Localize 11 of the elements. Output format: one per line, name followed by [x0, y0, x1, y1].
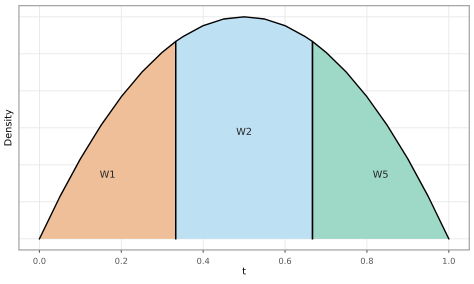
x-tick-label: 0.4 — [197, 258, 210, 264]
x-tick-label: 0.0 — [33, 258, 46, 264]
series-label: W2 — [236, 128, 252, 135]
series-label: W5 — [373, 170, 388, 178]
series-label: W1 — [100, 170, 115, 178]
x-tick-label: 0.6 — [278, 258, 292, 264]
x-tick-label: 0.2 — [115, 258, 128, 264]
x-tick-label: 0.8 — [360, 258, 373, 264]
x-tick-label: 1.0 — [443, 258, 455, 264]
y-axis-title: Density — [4, 110, 14, 146]
x-axis-title: t — [242, 268, 246, 274]
